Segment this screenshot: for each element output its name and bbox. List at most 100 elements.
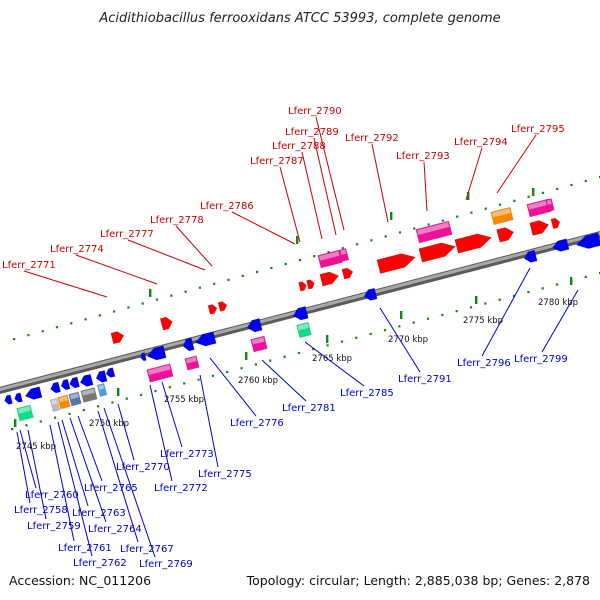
forward-gene-arrow [529,220,550,236]
reverse-leader-line [19,429,37,489]
forward-gene-arrow [341,267,354,280]
reverse-gene-label: Lferr_2776 [230,418,284,429]
forward-gene-label: Lferr_2778 [150,215,204,226]
grey-feature [49,398,61,412]
track-long-tick [245,352,248,360]
forward-gene-arrow [217,301,228,312]
slate-feature [68,391,82,407]
reverse-leader-line [69,417,107,523]
reverse-gene-label: Lferr_2759 [27,521,81,532]
reverse-gene-arrow [60,378,71,391]
track-long-tick [570,277,573,285]
forward-gene-arrow [207,304,218,315]
forward-gene-label: Lferr_2792 [345,133,399,144]
forward-leader-line [175,225,213,267]
forward-leader-line [496,134,537,194]
forward-gene-label: Lferr_2793 [396,151,450,162]
pink-feature [545,198,555,212]
track-long-tick [390,212,393,220]
reverse-gene-arrow [79,373,94,387]
pink-feature [146,363,174,383]
reverse-gene-arrow [363,287,378,301]
forward-gene-arrow [376,253,416,274]
forward-leader-line [279,166,301,243]
scale-tick-label: 2780 kbp [538,298,578,308]
reverse-gene-label: Lferr_2769 [139,559,193,570]
accession-text: Accession: NC_011206 [9,573,151,588]
forward-leader-line [75,254,158,285]
reverse-leader-line [97,410,139,543]
pink-feature [317,249,343,269]
forward-gene-label: Lferr_2771 [2,260,56,271]
reverse-gene-arrow [140,352,147,362]
reverse-leader-line [57,421,93,557]
forward-gene-arrow [454,233,492,254]
track-long-tick [117,388,120,396]
track-long-tick [296,236,299,244]
forward-gene-arrow [110,331,125,345]
reverse-gene-label: Lferr_2765 [84,483,138,494]
green-feature [16,404,34,422]
reverse-gene-arrow [551,238,570,252]
label-leader-lines [16,116,579,558]
reverse-gene-arrow [95,370,108,383]
pink-feature [250,335,268,353]
reverse-gene-arrow [194,331,217,347]
reverse-leader-line [209,357,257,417]
forward-leader-line [301,151,323,240]
pink-feature [184,355,200,371]
forward-gene-arrow [319,271,340,287]
reverse-leader-line [379,307,421,373]
reverse-gene-label: Lferr_2762 [73,558,127,569]
forward-gene-arrow [159,316,173,331]
forward-leader-line [127,239,206,271]
forward-leader-line [313,137,337,236]
forward-leader-line [371,143,389,223]
reverse-leader-line [103,407,156,558]
reverse-gene-label: Lferr_2796 [457,358,511,369]
reverse-gene-arrow [292,306,309,321]
reverse-gene-arrow [105,367,116,378]
reverse-gene-label: Lferr_2773 [160,449,214,460]
reverse-gene-arrow [182,337,195,352]
reverse-leader-line [49,424,75,542]
reverse-leader-line [481,267,531,357]
forward-gene-arrow [550,217,561,230]
reverse-leader-line [117,403,135,461]
pink-feature [415,220,453,244]
forward-leader-line [465,147,483,201]
reverse-leader-line [541,289,579,353]
forward-gene-arrow [496,227,515,243]
scale-tick-label: 2760 kbp [238,376,278,386]
reverse-gene-label: Lferr_2785 [340,388,394,399]
track-long-tick [149,289,152,297]
forward-gene-label: Lferr_2795 [511,124,565,135]
scale-tick-label: 2770 kbp [388,335,428,345]
orange-feature [490,206,514,226]
lower-dotted-track [11,272,600,431]
map-title: Acidithiobacillus ferrooxidans ATCC 5399… [98,11,500,26]
reverse-gene-arrow [4,394,13,405]
forward-gene-label: Lferr_2794 [454,137,508,148]
forward-leader-line [23,270,108,298]
reverse-gene-label: Lferr_2764 [88,524,142,535]
pink-feature [338,248,350,262]
grey-feature [80,387,98,403]
track-long-tick [467,192,470,200]
forward-gene-label: Lferr_2787 [250,156,304,167]
light-blue-feature [96,383,108,397]
topology-text: Topology: circular; Length: 2,885,038 bp… [246,573,590,588]
forward-gene-label: Lferr_2789 [285,127,339,138]
track-long-tick [532,188,535,196]
scale-tick-label: 2775 kbp [463,316,503,326]
gene-features [4,198,600,422]
reverse-gene-arrow [246,318,263,333]
reverse-leader-line [27,429,47,520]
forward-gene-arrow [298,281,307,292]
reverse-leader-line [149,384,173,482]
reverse-gene-label: Lferr_2781 [282,403,336,414]
green-feature [296,321,312,339]
reverse-leader-line [61,419,89,507]
